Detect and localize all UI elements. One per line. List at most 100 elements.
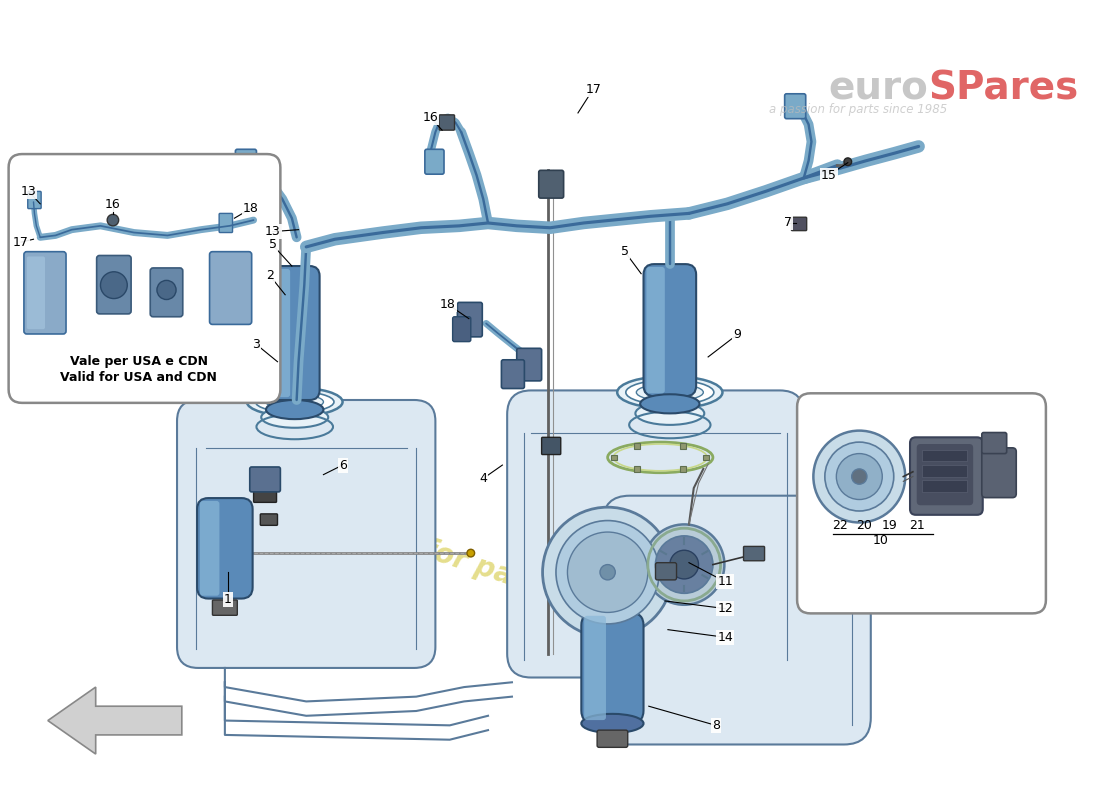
Circle shape bbox=[813, 430, 905, 522]
FancyBboxPatch shape bbox=[982, 433, 1007, 454]
Text: 9: 9 bbox=[733, 329, 740, 342]
Bar bbox=[922, 465, 967, 477]
FancyBboxPatch shape bbox=[584, 616, 606, 720]
FancyBboxPatch shape bbox=[517, 348, 541, 381]
FancyBboxPatch shape bbox=[784, 94, 805, 118]
Text: 18: 18 bbox=[440, 298, 455, 311]
FancyBboxPatch shape bbox=[250, 467, 280, 492]
Text: a passion for parts since 1985: a passion for parts since 1985 bbox=[769, 103, 947, 116]
FancyBboxPatch shape bbox=[644, 264, 696, 396]
FancyBboxPatch shape bbox=[425, 150, 444, 174]
FancyBboxPatch shape bbox=[212, 600, 238, 615]
Circle shape bbox=[468, 550, 474, 557]
FancyBboxPatch shape bbox=[439, 115, 454, 130]
Text: 15: 15 bbox=[821, 169, 837, 182]
FancyBboxPatch shape bbox=[603, 496, 871, 745]
Circle shape bbox=[644, 524, 725, 605]
FancyBboxPatch shape bbox=[177, 400, 436, 668]
Bar bbox=[681, 443, 686, 449]
FancyBboxPatch shape bbox=[647, 267, 664, 394]
Bar bbox=[635, 443, 640, 449]
Circle shape bbox=[851, 469, 867, 484]
Circle shape bbox=[157, 280, 176, 299]
Text: 19: 19 bbox=[882, 519, 898, 532]
FancyBboxPatch shape bbox=[541, 438, 561, 454]
Text: Vale per USA e CDN: Vale per USA e CDN bbox=[69, 355, 208, 368]
Text: 4: 4 bbox=[480, 472, 487, 485]
Text: 16: 16 bbox=[104, 198, 121, 211]
Bar bbox=[922, 450, 967, 462]
Ellipse shape bbox=[581, 714, 644, 733]
Text: 10: 10 bbox=[872, 534, 889, 546]
Circle shape bbox=[825, 442, 894, 511]
FancyBboxPatch shape bbox=[452, 317, 471, 342]
Text: 11: 11 bbox=[717, 575, 734, 588]
Circle shape bbox=[600, 565, 615, 580]
Circle shape bbox=[100, 272, 128, 298]
Text: 21: 21 bbox=[909, 519, 925, 532]
Text: 6: 6 bbox=[339, 458, 346, 471]
FancyBboxPatch shape bbox=[502, 360, 525, 389]
Text: 2: 2 bbox=[266, 269, 274, 282]
FancyBboxPatch shape bbox=[151, 268, 183, 317]
FancyBboxPatch shape bbox=[270, 266, 320, 400]
Circle shape bbox=[844, 158, 851, 166]
FancyBboxPatch shape bbox=[982, 448, 1016, 498]
Text: 8: 8 bbox=[712, 719, 719, 732]
Ellipse shape bbox=[266, 394, 323, 410]
Bar bbox=[612, 454, 617, 460]
Ellipse shape bbox=[255, 391, 334, 413]
Text: Valid for USA and CDN: Valid for USA and CDN bbox=[60, 370, 217, 383]
Bar bbox=[703, 454, 710, 460]
FancyBboxPatch shape bbox=[916, 444, 974, 506]
FancyBboxPatch shape bbox=[235, 150, 256, 174]
Text: 17: 17 bbox=[585, 82, 602, 95]
Circle shape bbox=[107, 214, 119, 226]
Ellipse shape bbox=[636, 384, 703, 401]
FancyBboxPatch shape bbox=[798, 394, 1046, 614]
Ellipse shape bbox=[246, 387, 342, 416]
FancyBboxPatch shape bbox=[597, 730, 628, 747]
FancyBboxPatch shape bbox=[26, 257, 45, 329]
Text: 1: 1 bbox=[223, 593, 232, 606]
Circle shape bbox=[542, 507, 673, 638]
Circle shape bbox=[656, 536, 713, 594]
Text: 13: 13 bbox=[21, 185, 36, 198]
Ellipse shape bbox=[626, 380, 714, 405]
Text: 3: 3 bbox=[253, 338, 261, 351]
FancyBboxPatch shape bbox=[744, 546, 764, 561]
Polygon shape bbox=[47, 687, 182, 754]
Circle shape bbox=[836, 454, 882, 499]
FancyBboxPatch shape bbox=[910, 438, 982, 515]
Text: 20: 20 bbox=[856, 519, 872, 532]
Text: a passion for parts since 1985: a passion for parts since 1985 bbox=[268, 486, 726, 658]
FancyBboxPatch shape bbox=[656, 562, 676, 580]
Text: 22: 22 bbox=[833, 519, 848, 532]
Ellipse shape bbox=[640, 394, 700, 414]
FancyBboxPatch shape bbox=[791, 218, 806, 230]
Bar bbox=[681, 466, 686, 472]
FancyBboxPatch shape bbox=[261, 514, 277, 526]
Text: 5: 5 bbox=[620, 245, 629, 258]
FancyBboxPatch shape bbox=[507, 390, 804, 678]
Text: 7: 7 bbox=[784, 217, 792, 230]
FancyBboxPatch shape bbox=[581, 613, 644, 723]
FancyBboxPatch shape bbox=[210, 252, 252, 325]
FancyBboxPatch shape bbox=[97, 255, 131, 314]
Text: 16: 16 bbox=[422, 111, 439, 124]
Text: 5: 5 bbox=[268, 238, 277, 251]
FancyBboxPatch shape bbox=[539, 170, 563, 198]
FancyBboxPatch shape bbox=[197, 498, 253, 598]
FancyBboxPatch shape bbox=[28, 191, 41, 209]
Text: 14: 14 bbox=[717, 631, 734, 644]
Bar bbox=[635, 466, 640, 472]
FancyBboxPatch shape bbox=[273, 269, 290, 397]
Ellipse shape bbox=[261, 406, 328, 428]
Ellipse shape bbox=[617, 376, 723, 409]
Ellipse shape bbox=[636, 402, 704, 425]
FancyBboxPatch shape bbox=[9, 154, 280, 403]
Text: euro: euro bbox=[828, 70, 928, 108]
Bar bbox=[922, 480, 967, 492]
FancyBboxPatch shape bbox=[24, 252, 66, 334]
FancyBboxPatch shape bbox=[254, 487, 276, 502]
